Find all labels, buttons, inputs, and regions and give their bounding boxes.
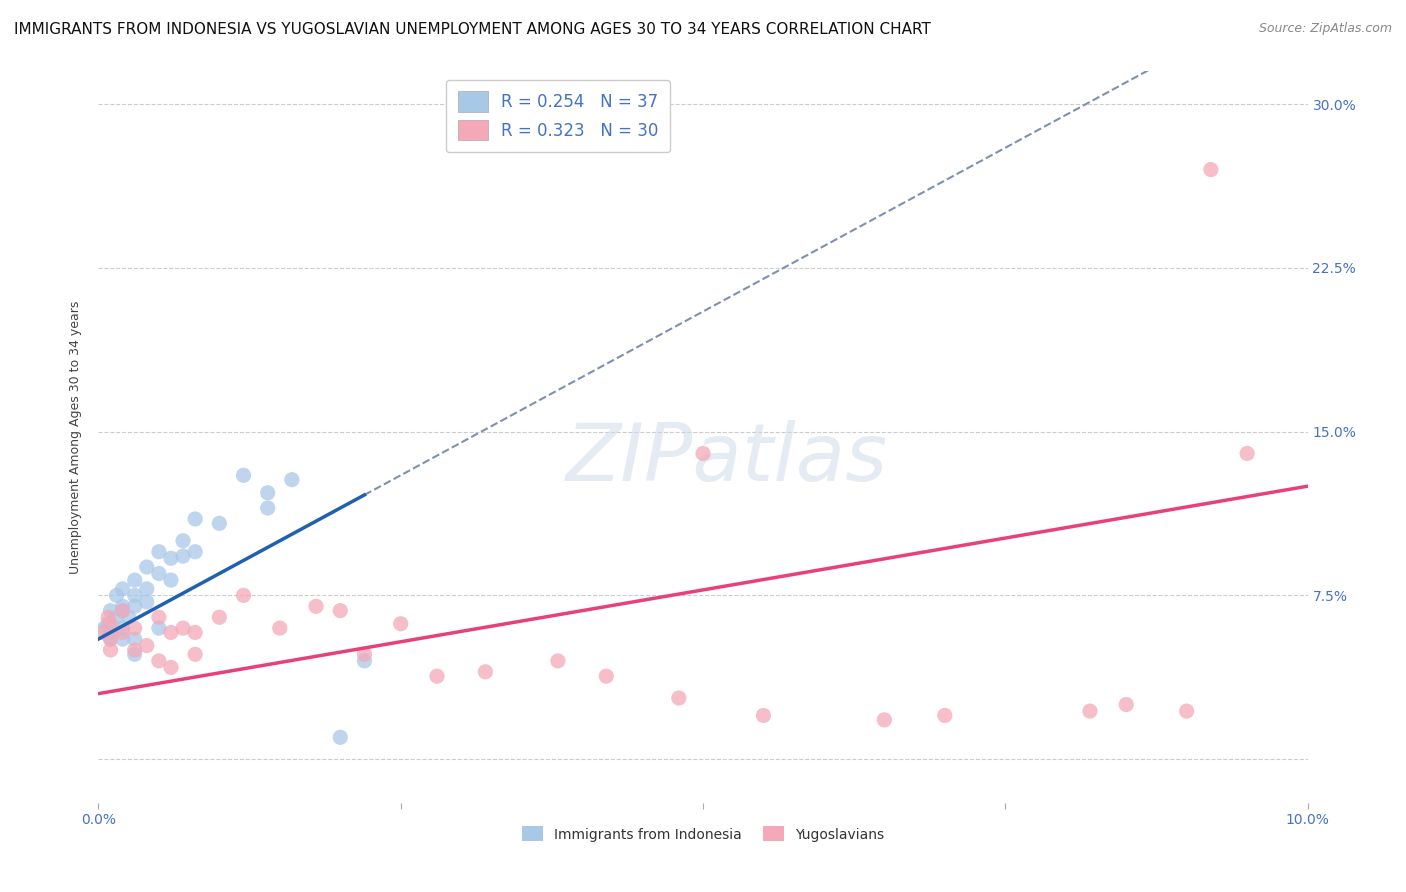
- Point: [353, 654, 375, 668]
- Point: [184, 512, 207, 526]
- Point: [1175, 704, 1198, 718]
- Point: [124, 621, 146, 635]
- Point: [353, 648, 375, 662]
- Point: [148, 654, 170, 668]
- Point: [474, 665, 496, 679]
- Point: [100, 632, 122, 646]
- Point: [1236, 446, 1258, 460]
- Text: IMMIGRANTS FROM INDONESIA VS YUGOSLAVIAN UNEMPLOYMENT AMONG AGES 30 TO 34 YEARS : IMMIGRANTS FROM INDONESIA VS YUGOSLAVIAN…: [14, 22, 931, 37]
- Point: [256, 485, 278, 500]
- Point: [118, 610, 141, 624]
- Point: [135, 560, 157, 574]
- Y-axis label: Unemployment Among Ages 30 to 34 years: Unemployment Among Ages 30 to 34 years: [69, 301, 83, 574]
- Point: [91, 625, 114, 640]
- Point: [595, 669, 617, 683]
- Point: [256, 501, 278, 516]
- Point: [547, 654, 569, 668]
- Point: [184, 545, 207, 559]
- Text: ZIPatlas: ZIPatlas: [567, 420, 889, 498]
- Point: [329, 731, 352, 745]
- Point: [160, 660, 183, 674]
- Point: [692, 446, 714, 460]
- Point: [124, 632, 146, 646]
- Point: [105, 610, 128, 624]
- Point: [426, 669, 449, 683]
- Point: [1078, 704, 1101, 718]
- Point: [148, 545, 170, 559]
- Point: [668, 691, 690, 706]
- Point: [124, 643, 146, 657]
- Point: [97, 616, 120, 631]
- Text: Source: ZipAtlas.com: Source: ZipAtlas.com: [1258, 22, 1392, 36]
- Point: [135, 639, 157, 653]
- Point: [305, 599, 328, 614]
- Point: [184, 648, 207, 662]
- Point: [111, 582, 134, 596]
- Point: [148, 621, 170, 635]
- Point: [281, 473, 304, 487]
- Point: [184, 625, 207, 640]
- Point: [124, 648, 146, 662]
- Point: [148, 610, 170, 624]
- Point: [269, 621, 291, 635]
- Point: [148, 566, 170, 581]
- Legend: Immigrants from Indonesia, Yugoslavians: Immigrants from Indonesia, Yugoslavians: [516, 821, 890, 847]
- Point: [111, 625, 134, 640]
- Point: [100, 604, 122, 618]
- Point: [160, 625, 183, 640]
- Point: [100, 632, 122, 646]
- Point: [389, 616, 412, 631]
- Point: [172, 533, 194, 548]
- Point: [111, 599, 134, 614]
- Point: [752, 708, 775, 723]
- Point: [1115, 698, 1137, 712]
- Point: [111, 604, 134, 618]
- Point: [934, 708, 956, 723]
- Point: [873, 713, 896, 727]
- Point: [100, 625, 122, 640]
- Point: [93, 621, 115, 635]
- Point: [172, 621, 194, 635]
- Point: [208, 516, 231, 531]
- Point: [1199, 162, 1222, 177]
- Point: [329, 604, 352, 618]
- Point: [135, 582, 157, 596]
- Point: [124, 599, 146, 614]
- Point: [105, 588, 128, 602]
- Point: [124, 573, 146, 587]
- Point: [100, 643, 122, 657]
- Point: [232, 468, 254, 483]
- Point: [135, 595, 157, 609]
- Point: [111, 604, 134, 618]
- Point: [208, 610, 231, 624]
- Point: [160, 573, 183, 587]
- Point: [160, 551, 183, 566]
- Point: [124, 588, 146, 602]
- Point: [97, 610, 120, 624]
- Point: [172, 549, 194, 563]
- Point: [100, 616, 122, 631]
- Point: [232, 588, 254, 602]
- Point: [111, 632, 134, 646]
- Point: [111, 621, 134, 635]
